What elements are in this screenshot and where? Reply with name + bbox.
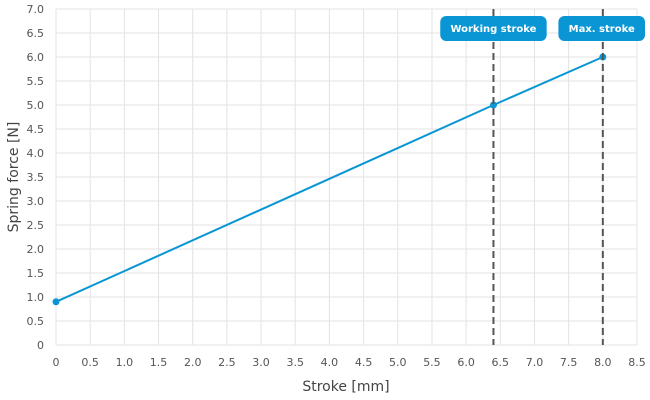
y-tick-label: 6.0 bbox=[27, 51, 45, 64]
x-axis-title: Stroke [mm] bbox=[302, 379, 389, 395]
y-tick-label: 1.0 bbox=[27, 291, 45, 304]
grid bbox=[55, 8, 638, 346]
y-tick-label: 0.5 bbox=[27, 315, 45, 328]
y-tick-label: 3.5 bbox=[27, 171, 45, 184]
y-tick-label: 6.5 bbox=[27, 27, 45, 40]
x-tick-label: 1.0 bbox=[116, 356, 134, 369]
marker-label: Max. stroke bbox=[569, 24, 635, 35]
x-tick-label: 2.5 bbox=[218, 356, 236, 369]
x-tick-label: 5.0 bbox=[389, 356, 407, 369]
marker-label: Working stroke bbox=[450, 24, 536, 35]
marker-label-box bbox=[558, 16, 645, 41]
x-tick-label: 2.0 bbox=[184, 356, 202, 369]
x-tick-label: 4.5 bbox=[355, 356, 373, 369]
y-tick-label: 3.0 bbox=[27, 195, 45, 208]
y-tick-label: 5.0 bbox=[27, 99, 45, 112]
x-tick-label: 7.5 bbox=[560, 356, 578, 369]
vertical-markers: Working stroke Max. stroke bbox=[440, 9, 645, 345]
y-tick-label: 1.5 bbox=[27, 267, 45, 280]
y-tick-label: 5.5 bbox=[27, 75, 45, 88]
y-tick-label: 4.5 bbox=[27, 123, 45, 136]
x-tick-label: 5.5 bbox=[423, 356, 441, 369]
y-axis-ticks: 0 0.5 1.0 1.5 2.0 2.5 3.0 3.5 4.0 4.5 5.0 5.5 6.0 6.5… bbox=[27, 3, 45, 352]
y-tick-label: 2.0 bbox=[27, 243, 45, 256]
x-tick-label: 0.5 bbox=[81, 356, 99, 369]
data-point bbox=[489, 101, 497, 109]
y-tick-label: 0 bbox=[37, 339, 44, 352]
x-axis-ticks: 0 0.5 1.0 1.5 2.0 2.5 3.0 3.5 4.0 4.5 5.0 5.5 6.0 6.5… bbox=[53, 356, 646, 369]
marker-label-box bbox=[440, 16, 547, 41]
x-tick-label: 6.0 bbox=[457, 356, 475, 369]
x-tick-label: 1.5 bbox=[150, 356, 168, 369]
y-tick-label: 4.0 bbox=[27, 147, 45, 160]
x-tick-label: 8.0 bbox=[594, 356, 612, 369]
y-tick-label: 2.5 bbox=[27, 219, 45, 232]
y-axis-title: Spring force [N] bbox=[6, 122, 22, 233]
x-tick-label: 8.5 bbox=[628, 356, 646, 369]
x-tick-label: 4.0 bbox=[321, 356, 339, 369]
x-tick-label: 6.5 bbox=[492, 356, 510, 369]
x-tick-label: 7.0 bbox=[526, 356, 544, 369]
data-point bbox=[52, 298, 60, 306]
y-tick-label: 7.0 bbox=[27, 3, 45, 16]
x-tick-label: 3.0 bbox=[252, 356, 270, 369]
x-tick-label: 3.5 bbox=[286, 356, 304, 369]
x-tick-label: 0 bbox=[53, 356, 60, 369]
